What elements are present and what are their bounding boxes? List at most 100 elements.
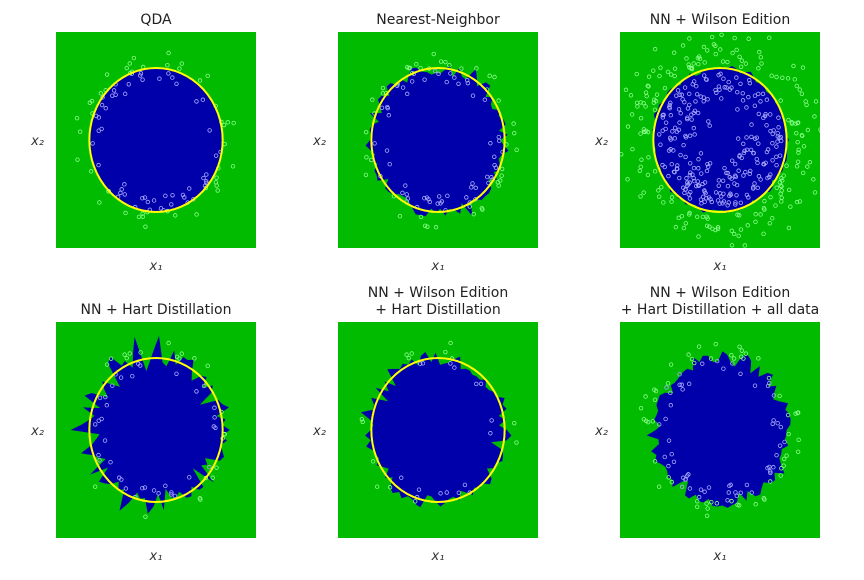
inner-class-point (151, 488, 157, 493)
inner-class-region (89, 68, 223, 212)
outer-class-point (795, 139, 800, 145)
inner-class-point (696, 166, 701, 171)
outer-class-point (143, 224, 148, 229)
outer-class-point (680, 43, 686, 48)
outer-class-point (669, 199, 674, 204)
inner-class-point (664, 385, 669, 390)
inner-class-point (774, 452, 779, 458)
inner-class-point (187, 186, 192, 191)
inner-class-point (103, 106, 108, 111)
outer-class-point (360, 419, 365, 425)
inner-class-point (123, 91, 128, 97)
inner-class-point (123, 486, 129, 491)
inner-class-point (749, 490, 754, 495)
inner-class-point (782, 439, 787, 445)
outer-class-point (695, 55, 701, 61)
outer-class-point (743, 351, 749, 356)
inner-class-point (704, 168, 710, 174)
inner-class-point (668, 403, 674, 408)
outer-class-point (645, 172, 651, 178)
outer-class-point (87, 100, 93, 105)
inner-class-point (118, 375, 124, 380)
outer-class-point (681, 225, 687, 231)
subplot-title: QDA (140, 12, 172, 28)
outer-class-point (696, 62, 701, 67)
inner-class-point (687, 180, 692, 185)
outer-class-point (124, 355, 129, 361)
inner-class-point (721, 191, 726, 196)
inner-class-point (728, 191, 733, 196)
outer-class-point (651, 100, 657, 105)
inner-class-point (687, 161, 693, 166)
inner-class-point (691, 165, 697, 171)
true-boundary-circle (88, 357, 224, 503)
outer-class-point (98, 91, 104, 96)
inner-class-point (685, 473, 690, 478)
inner-class-point (748, 168, 753, 174)
outer-class-point (203, 185, 209, 191)
x-axis-label: x₁ (713, 549, 727, 564)
outer-class-point (387, 485, 393, 490)
inner-class-point (696, 494, 702, 500)
true-boundary-circle (370, 357, 506, 503)
inner-class-point (690, 172, 695, 177)
inner-class-point (718, 71, 723, 77)
inner-class-point (725, 183, 731, 189)
outer-class-point (672, 73, 677, 79)
inner-class-point (660, 128, 665, 133)
inner-class-point (163, 193, 168, 199)
outer-class-point (643, 394, 648, 399)
inner-class-point (774, 154, 779, 159)
inner-class-point (746, 94, 751, 100)
outer-class-point (737, 54, 742, 59)
outer-class-point (638, 194, 643, 199)
inner-class-point (713, 87, 718, 93)
outer-class-point (659, 185, 664, 190)
inner-class-point (436, 71, 441, 77)
inner-class-point (768, 470, 773, 476)
inner-class-point (722, 85, 727, 90)
inner-class-point (687, 173, 693, 178)
outer-class-point (791, 63, 796, 69)
inner-class-point (690, 82, 695, 87)
inner-class-point (96, 128, 101, 133)
inner-class-point (204, 172, 209, 177)
inner-class-point (677, 120, 682, 125)
outer-class-point (127, 351, 132, 356)
inner-class-point (170, 75, 175, 80)
outer-class-point (418, 214, 424, 220)
outer-class-point (671, 50, 677, 55)
outer-class-point (669, 195, 675, 200)
outer-class-point (652, 46, 658, 52)
outer-class-point (363, 129, 369, 135)
outer-class-point (652, 397, 658, 402)
outer-class-point (812, 114, 817, 119)
outer-class-point (447, 62, 452, 68)
outer-class-point (644, 94, 649, 99)
outer-class-point (646, 155, 651, 160)
outer-class-point (629, 112, 635, 117)
inner-class-point (669, 162, 674, 167)
outer-class-point (443, 59, 448, 65)
outer-class-point (656, 484, 662, 489)
outer-class-point (652, 169, 658, 174)
inner-class-point (212, 415, 217, 420)
inner-class-point (384, 148, 390, 153)
inner-class-point (716, 84, 722, 89)
inner-class-point (672, 136, 677, 141)
inner-class-point (699, 171, 704, 176)
outer-class-point (689, 356, 695, 362)
inner-class-point (733, 490, 738, 495)
outer-class-point (140, 211, 145, 216)
outer-class-point (731, 356, 737, 361)
inner-class-point (679, 92, 684, 97)
inner-class-point (93, 422, 98, 427)
inner-class-point (410, 79, 415, 84)
outer-class-point (511, 121, 516, 126)
inner-class-point (751, 150, 756, 156)
outer-class-point (623, 87, 629, 93)
outer-class-point (474, 66, 479, 71)
inner-class-point (465, 80, 471, 86)
outer-class-point (654, 92, 660, 97)
outer-class-point (646, 84, 651, 89)
